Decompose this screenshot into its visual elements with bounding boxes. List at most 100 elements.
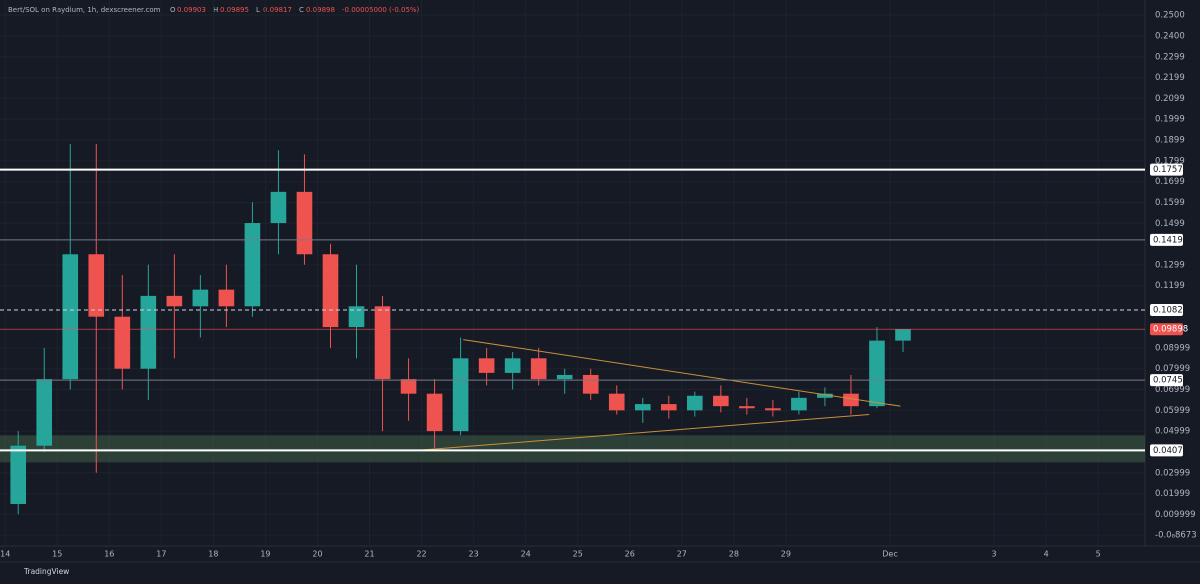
- price-label-box: [1150, 163, 1183, 176]
- candle-body: [739, 406, 755, 409]
- price-label-box: [1150, 323, 1183, 336]
- price-label-box: [1150, 304, 1183, 317]
- footer-brand: TradingView: [23, 567, 69, 576]
- candle-body: [530, 358, 547, 380]
- candle-body: [244, 223, 261, 307]
- y-tick-label: 0.2199: [1155, 73, 1185, 83]
- candle-body: [608, 393, 625, 411]
- candle-body: [426, 393, 443, 432]
- price-label: 0.1757: [1153, 165, 1183, 175]
- x-tick-label: 18: [208, 550, 218, 559]
- y-tick-label: 0.1499: [1155, 219, 1185, 229]
- candle-body: [374, 306, 391, 380]
- x-tick-label: 24: [521, 550, 531, 559]
- candle-body: [218, 289, 235, 307]
- price-label: 0.04075: [1153, 446, 1188, 456]
- legend-change: -0.00005000 (-0.05%): [342, 6, 420, 14]
- y-tick-label: 0.2400: [1155, 31, 1185, 41]
- candle-body: [478, 358, 495, 373]
- x-tick-label: 25: [573, 550, 583, 559]
- candle-body: [713, 395, 729, 407]
- x-tick-label: Dec: [882, 550, 897, 559]
- legend-value: 0.09895: [220, 6, 249, 14]
- candle-body: [765, 408, 781, 411]
- x-tick-label: 27: [677, 550, 687, 559]
- x-tick-label: 14: [0, 550, 10, 559]
- candle-body: [88, 254, 105, 317]
- x-tick-label: 20: [312, 550, 322, 559]
- candle-body: [270, 191, 287, 224]
- x-tick-label: 29: [781, 550, 791, 559]
- y-tick-label: 0.1199: [1155, 281, 1185, 291]
- candle-body: [869, 340, 885, 407]
- y-tick-label: 0.1299: [1155, 260, 1185, 270]
- x-tick-label: 28: [729, 550, 739, 559]
- x-tick-label: 21: [364, 550, 374, 559]
- y-tick-label: -0.0₈8673: [1155, 531, 1197, 541]
- x-tick-label: 16: [104, 550, 114, 559]
- x-tick-label: 22: [416, 550, 426, 559]
- y-tick-label: 0.1999: [1155, 115, 1185, 125]
- legend-value: 0.09817: [263, 6, 292, 14]
- candle-body: [895, 329, 911, 341]
- x-tick-label: 3: [992, 550, 997, 559]
- legend-key: L: [256, 6, 260, 14]
- y-tick-label: 0.2099: [1155, 94, 1185, 104]
- y-tick-label: 0.06999: [1155, 385, 1190, 395]
- candle-body: [10, 445, 27, 504]
- y-tick-label: 0.08999: [1155, 343, 1190, 353]
- y-tick-label: 0.009999: [1155, 510, 1196, 520]
- price-label: 0.07453: [1153, 376, 1188, 386]
- price-label-box: [1150, 374, 1183, 387]
- x-tick-label: 4: [1044, 550, 1049, 559]
- y-tick-label: 0.02999: [1155, 468, 1190, 478]
- trendline: [463, 339, 901, 407]
- candle-body: [660, 404, 677, 411]
- candle-body: [504, 358, 521, 373]
- y-tick-label: 0.1599: [1155, 198, 1185, 208]
- x-tick-label: 5: [1096, 550, 1101, 559]
- y-tick-label: 0.2500: [1155, 10, 1185, 20]
- price-label: 0.1082: [1153, 306, 1183, 316]
- price-label-box: [1150, 444, 1183, 457]
- candle-body: [62, 254, 79, 380]
- candle-body: [582, 374, 599, 394]
- candle-body: [322, 254, 339, 328]
- support-zone: [0, 435, 1145, 463]
- x-tick-label: 15: [52, 550, 62, 559]
- candle-body: [817, 393, 833, 398]
- legend-value: 0.09903: [177, 6, 206, 14]
- y-tick-label: 0.1899: [1155, 136, 1185, 146]
- legend-value: 0.09898: [306, 6, 335, 14]
- price-label: 0.1419: [1153, 235, 1183, 245]
- candle-body: [114, 316, 131, 369]
- x-tick-label: 17: [156, 550, 166, 559]
- y-tick-label: 0.2299: [1155, 52, 1185, 62]
- candle-body: [140, 295, 157, 369]
- candle-body: [296, 191, 313, 255]
- x-tick-label: 19: [260, 550, 270, 559]
- candle-body: [192, 289, 209, 307]
- legend-key: H: [213, 6, 218, 14]
- y-tick-label: 0.1699: [1155, 177, 1185, 187]
- chart-title: Bert/SOL on Raydium, 1h, dexscreener.com: [8, 6, 161, 14]
- legend-key: C: [299, 6, 304, 14]
- candle-body: [36, 379, 53, 446]
- candle-body: [634, 404, 651, 411]
- y-tick-label: 0.1799: [1155, 156, 1185, 166]
- candle-body: [791, 397, 807, 411]
- y-tick-label: 0.04999: [1155, 427, 1190, 437]
- price-label: 0.09898: [1153, 325, 1188, 335]
- candle-body: [452, 358, 469, 432]
- x-tick-label: 23: [469, 550, 479, 559]
- legend-key: O: [170, 6, 176, 14]
- x-tick-label: 26: [625, 550, 635, 559]
- candle-body: [687, 395, 703, 411]
- candle-body: [348, 306, 365, 328]
- trendline: [411, 413, 870, 452]
- y-tick-label: 0.01999: [1155, 489, 1190, 499]
- candle-body: [556, 374, 573, 380]
